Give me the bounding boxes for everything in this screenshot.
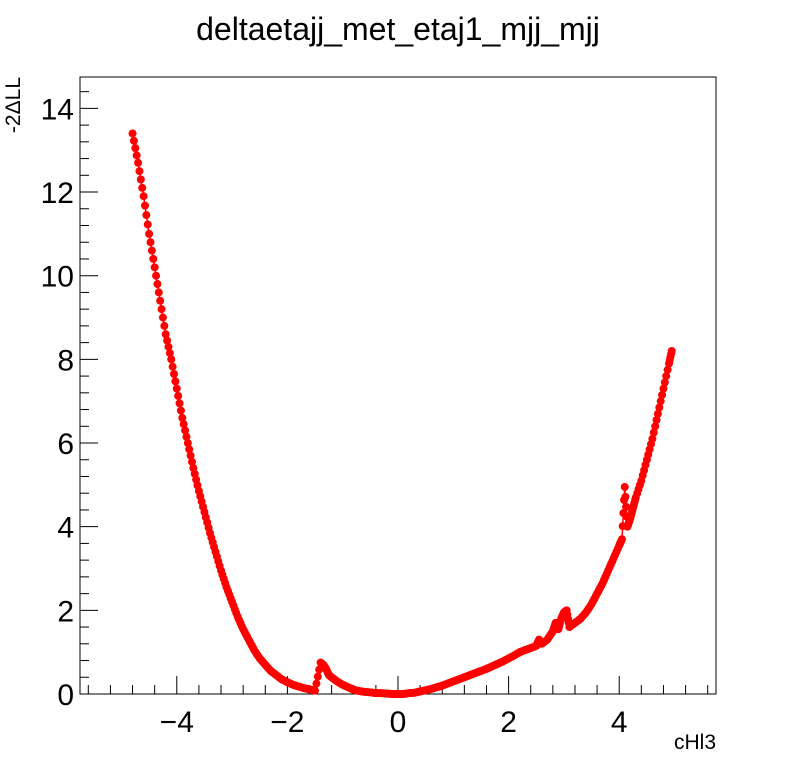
data-point: [658, 390, 667, 399]
data-point: [183, 439, 192, 448]
data-point: [132, 151, 141, 160]
data-point: [185, 445, 194, 454]
y-tick-label: 2: [57, 595, 74, 628]
data-point: [313, 672, 322, 681]
data-point: [621, 492, 630, 501]
data-point: [175, 399, 184, 408]
data-point: [178, 413, 187, 422]
data-point: [649, 428, 658, 437]
data-point: [660, 378, 669, 387]
data-point: [312, 679, 321, 688]
data-point: [128, 129, 137, 138]
data-point: [187, 457, 196, 466]
data-point: [174, 391, 183, 400]
y-tick-label: 10: [41, 261, 74, 294]
data-point: [138, 183, 147, 192]
data-point: [656, 397, 665, 406]
data-point: [156, 296, 165, 305]
data-point: [150, 263, 159, 272]
data-point: [164, 342, 173, 351]
data-point: [167, 355, 176, 364]
x-tick-label: −4: [160, 706, 194, 739]
data-point: [131, 144, 140, 153]
data-point: [165, 349, 174, 358]
data-point: [143, 220, 152, 229]
series-points: [128, 129, 676, 698]
data-point: [160, 321, 169, 330]
data-point: [311, 686, 320, 695]
data-point: [622, 502, 631, 511]
data-point: [146, 238, 155, 247]
data-point: [142, 211, 151, 220]
x-tick-label: 0: [390, 706, 407, 739]
data-point: [182, 432, 191, 441]
data-point: [652, 416, 661, 425]
data-point: [172, 384, 181, 393]
x-tick-label: 2: [500, 706, 517, 739]
x-axis-tick-labels: −4 −2 0 2 4: [160, 706, 628, 739]
data-point: [139, 192, 148, 201]
data-point: [161, 330, 170, 339]
y-tick-label: 0: [57, 679, 74, 712]
data-point: [651, 422, 660, 431]
x-tick-label: 4: [611, 706, 628, 739]
y-tick-label: 12: [41, 177, 74, 210]
chart-title: deltaetajj_met_etaj1_mjj_mjj: [196, 11, 600, 47]
y-axis-title: -2ΔLL: [2, 77, 25, 133]
data-point: [659, 384, 668, 393]
data-point: [176, 406, 185, 415]
data-point: [140, 201, 149, 210]
x-tick-label: −2: [270, 706, 304, 739]
data-point: [134, 158, 143, 167]
y-tick-label: 8: [57, 344, 74, 377]
data-point: [135, 167, 144, 176]
data-point: [181, 426, 190, 435]
y-axis-tick-labels: 0 2 4 6 8 10 12 14: [41, 93, 74, 712]
data-point: [667, 346, 676, 355]
data-point: [154, 288, 163, 297]
data-point: [186, 451, 195, 460]
data-point: [152, 271, 161, 280]
data-point: [163, 336, 172, 345]
y-tick-label: 6: [57, 428, 74, 461]
data-point: [168, 362, 177, 371]
data-point: [147, 246, 156, 255]
data-point: [662, 372, 671, 381]
x-axis-title: cHl3: [674, 731, 716, 754]
data-point: [179, 420, 188, 429]
data-point: [158, 313, 167, 322]
data-point: [653, 409, 662, 418]
data-point: [663, 365, 672, 374]
data-point: [129, 136, 138, 145]
y-tick-label: 4: [57, 512, 74, 545]
data-point: [171, 377, 180, 386]
data-point: [153, 280, 162, 289]
data-point: [149, 254, 158, 263]
data-point: [157, 305, 166, 314]
data-point: [136, 175, 145, 184]
data-point: [617, 535, 626, 544]
data-point: [145, 229, 154, 238]
data-point: [620, 482, 629, 491]
data-point: [655, 403, 664, 412]
y-tick-label: 14: [41, 93, 74, 126]
y-axis-ticks: [80, 91, 98, 695]
data-point: [170, 369, 179, 378]
data-point: [648, 434, 657, 443]
